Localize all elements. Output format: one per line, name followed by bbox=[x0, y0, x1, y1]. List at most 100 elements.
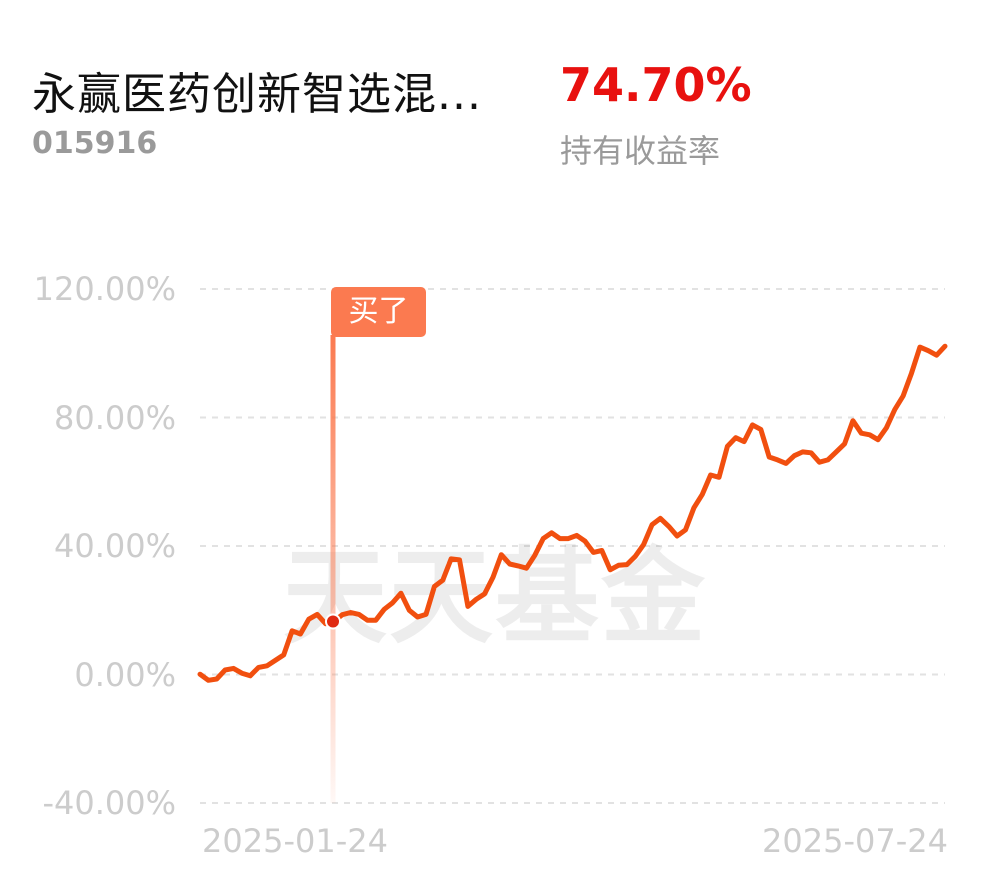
data-point bbox=[273, 658, 277, 662]
data-point bbox=[499, 553, 503, 557]
data-point bbox=[751, 423, 755, 427]
data-point bbox=[893, 408, 897, 412]
data-point bbox=[223, 668, 227, 672]
data-point bbox=[650, 523, 654, 527]
buy-marker-dot bbox=[325, 613, 341, 630]
data-point bbox=[817, 460, 821, 464]
data-point bbox=[566, 537, 570, 541]
data-point bbox=[382, 607, 386, 611]
data-point bbox=[776, 458, 780, 462]
data-point bbox=[357, 612, 361, 616]
data-point bbox=[265, 664, 269, 668]
data-point bbox=[876, 438, 880, 442]
data-point bbox=[834, 450, 838, 454]
buy-marker-tag: 买了 bbox=[331, 287, 426, 337]
data-point bbox=[901, 394, 905, 398]
y-tick-label: -40.00% bbox=[42, 784, 176, 822]
data-point bbox=[399, 591, 403, 595]
buy-marker-line bbox=[330, 335, 336, 803]
data-point bbox=[533, 553, 537, 557]
data-point bbox=[658, 516, 662, 520]
data-point bbox=[315, 612, 319, 616]
data-point bbox=[851, 419, 855, 423]
data-point bbox=[767, 455, 771, 459]
data-point bbox=[717, 475, 721, 479]
data-point bbox=[282, 653, 286, 657]
data-point bbox=[725, 444, 729, 448]
data-point bbox=[859, 431, 863, 435]
data-point bbox=[910, 371, 914, 375]
data-point bbox=[918, 345, 922, 349]
data-point bbox=[550, 531, 554, 535]
y-tick-label: 120.00% bbox=[33, 270, 176, 308]
data-point bbox=[491, 575, 495, 579]
data-point bbox=[558, 537, 562, 541]
data-point bbox=[466, 604, 470, 608]
return-line bbox=[197, 343, 948, 683]
data-point bbox=[801, 450, 805, 454]
data-point bbox=[240, 671, 244, 675]
x-tick-label-start: 2025-01-24 bbox=[202, 822, 388, 860]
y-tick-label: 80.00% bbox=[53, 398, 176, 437]
data-point bbox=[449, 557, 453, 561]
data-point bbox=[483, 592, 487, 596]
data-point bbox=[600, 549, 604, 553]
data-point bbox=[935, 353, 939, 357]
data-point bbox=[868, 433, 872, 437]
data-point bbox=[608, 568, 612, 572]
data-point bbox=[759, 427, 763, 431]
fund-code: 015916 bbox=[32, 126, 158, 161]
data-point bbox=[257, 665, 261, 669]
data-point bbox=[290, 629, 294, 633]
data-point bbox=[432, 585, 436, 589]
data-point bbox=[784, 461, 788, 465]
data-point bbox=[843, 442, 847, 446]
data-point bbox=[525, 566, 529, 570]
data-point bbox=[416, 615, 420, 619]
data-point bbox=[298, 632, 302, 636]
data-point bbox=[441, 578, 445, 582]
data-point bbox=[809, 451, 813, 455]
data-point bbox=[684, 528, 688, 532]
y-tick-label: 40.00% bbox=[53, 527, 176, 565]
data-point bbox=[675, 534, 679, 538]
data-point bbox=[742, 440, 746, 444]
data-point bbox=[349, 611, 353, 615]
data-point bbox=[700, 493, 704, 497]
data-point bbox=[232, 666, 236, 670]
data-point bbox=[458, 558, 462, 562]
data-point bbox=[591, 550, 595, 554]
data-point bbox=[926, 349, 930, 353]
data-point bbox=[340, 613, 344, 617]
data-point bbox=[625, 563, 629, 567]
data-point bbox=[826, 458, 830, 462]
data-point bbox=[617, 563, 621, 567]
data-point bbox=[642, 542, 646, 546]
data-point bbox=[943, 344, 947, 348]
data-point bbox=[633, 554, 637, 558]
data-point bbox=[248, 674, 252, 678]
data-point bbox=[667, 524, 671, 528]
holding-return-value: 74.70% bbox=[560, 58, 752, 112]
data-point bbox=[215, 677, 219, 681]
data-point bbox=[391, 601, 395, 605]
data-point bbox=[198, 672, 202, 676]
data-point bbox=[508, 562, 512, 566]
data-point bbox=[424, 612, 428, 616]
data-point bbox=[583, 539, 587, 543]
data-point bbox=[206, 678, 210, 682]
watermark: 天天基金 bbox=[283, 536, 707, 658]
data-point bbox=[541, 537, 545, 541]
fund-name: 永赢医药创新智选混... bbox=[32, 69, 482, 120]
x-tick-label-end: 2025-07-24 bbox=[762, 822, 948, 860]
data-point bbox=[474, 597, 478, 601]
holding-return-label: 持有收益率 bbox=[560, 132, 721, 170]
data-point bbox=[792, 454, 796, 458]
data-point bbox=[575, 533, 579, 537]
data-point bbox=[516, 564, 520, 568]
data-point bbox=[734, 436, 738, 440]
data-point bbox=[374, 618, 378, 622]
data-point bbox=[407, 608, 411, 612]
data-point bbox=[307, 617, 311, 621]
